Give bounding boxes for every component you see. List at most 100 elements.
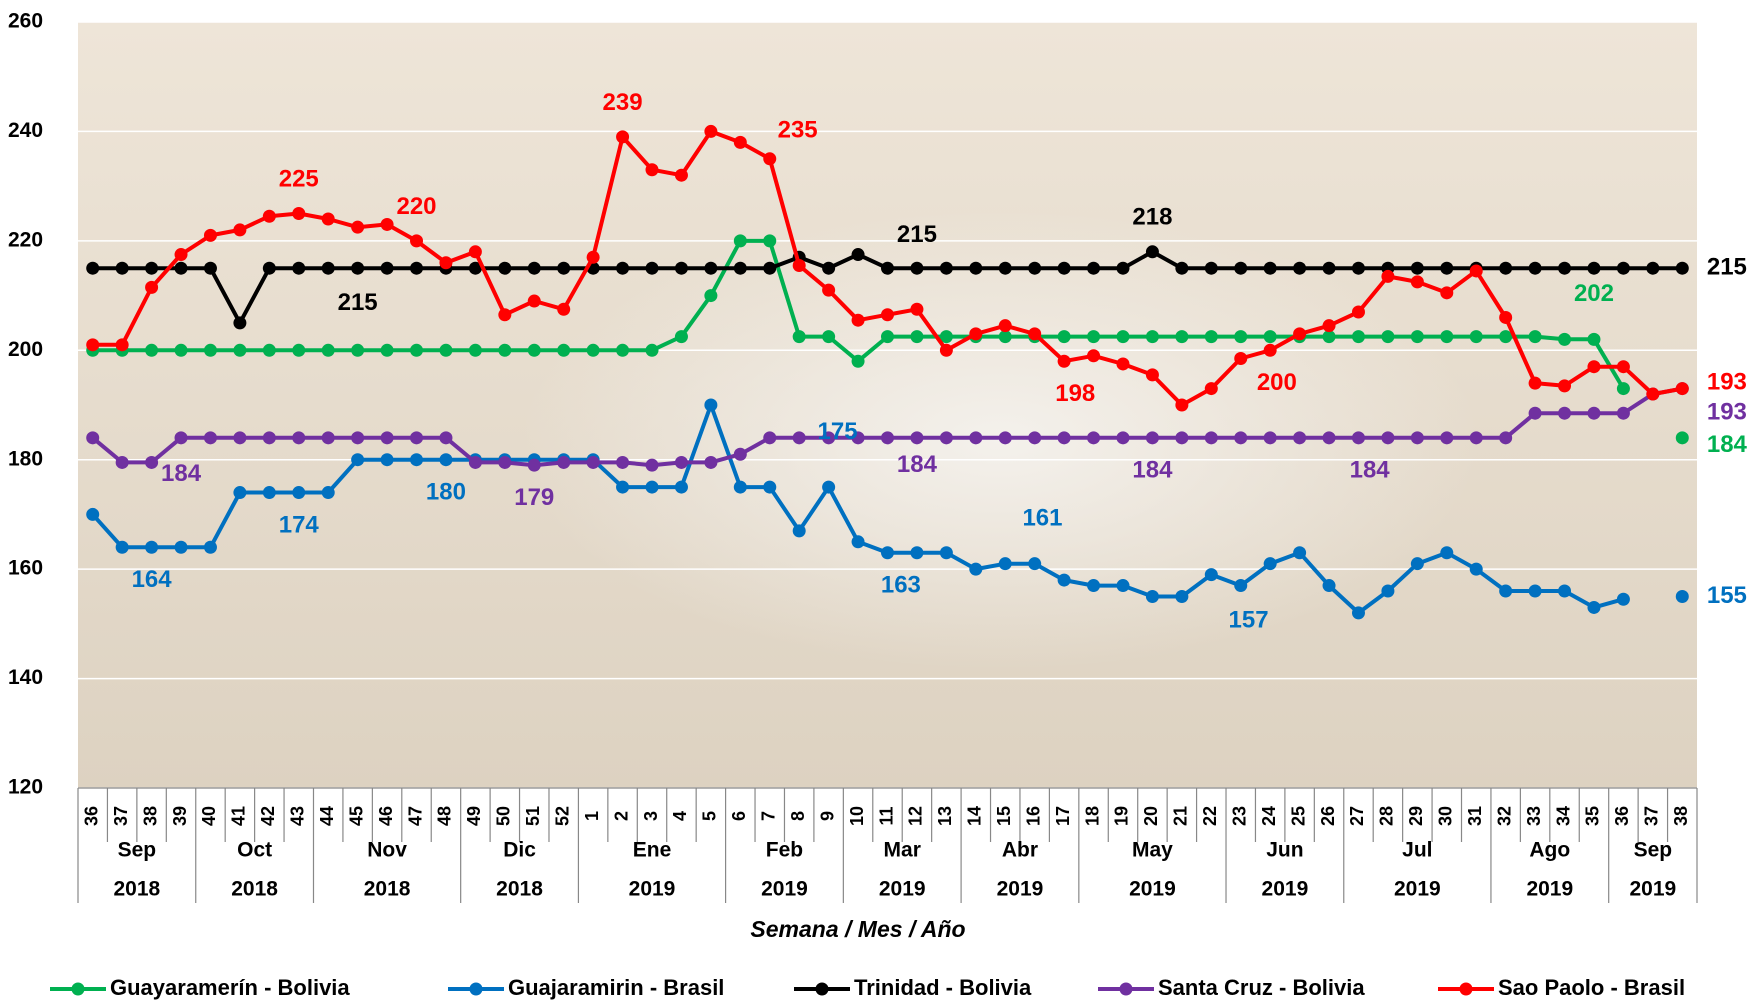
data-point [1558, 379, 1572, 393]
data-label: 225 [279, 165, 319, 192]
x-tick-label: 7 [759, 811, 779, 821]
x-tick-label: 36 [81, 806, 101, 826]
year-label: 2018 [114, 878, 161, 901]
year-label: 2018 [364, 878, 411, 901]
x-tick-label: 26 [1318, 806, 1338, 826]
x-tick-label: 36 [1612, 806, 1632, 826]
x-tick-label: 33 [1524, 806, 1544, 826]
data-point [1204, 568, 1218, 582]
data-point [1410, 261, 1424, 275]
legend-label: Santa Cruz - Bolivia [1158, 975, 1365, 1000]
data-label: 215 [1707, 254, 1747, 281]
data-point [1028, 327, 1042, 341]
data-point [380, 261, 394, 275]
data-point [145, 343, 159, 357]
data-point [498, 343, 512, 357]
y-tick-label: 200 [8, 338, 43, 361]
data-point [527, 261, 541, 275]
legend-marker [1119, 982, 1133, 996]
data-point [203, 343, 217, 357]
month-label: Feb [766, 839, 803, 862]
data-point [674, 330, 688, 344]
data-point [1322, 261, 1336, 275]
data-label: 184 [1707, 431, 1748, 458]
y-tick-label: 160 [8, 557, 43, 580]
data-point [733, 447, 747, 461]
year-label: 2018 [496, 878, 543, 901]
x-tick-label: 30 [1436, 806, 1456, 826]
data-point [380, 453, 394, 467]
y-tick-label: 180 [8, 447, 43, 470]
data-point [969, 562, 983, 576]
x-tick-label: 4 [670, 811, 690, 821]
data-label: 161 [1022, 504, 1062, 531]
data-point [733, 261, 747, 275]
month-label: Abr [1002, 839, 1038, 862]
x-tick-label: 19 [1112, 806, 1132, 826]
data-point [1410, 275, 1424, 289]
data-point [1234, 330, 1248, 344]
x-tick-label: 17 [1053, 806, 1073, 826]
x-tick-label: 35 [1583, 806, 1603, 826]
data-point [351, 220, 365, 234]
data-label: 157 [1229, 607, 1269, 634]
data-point [203, 261, 217, 275]
data-point [1175, 330, 1189, 344]
data-point [1234, 431, 1248, 445]
data-point [616, 455, 630, 469]
x-tick-label: 21 [1171, 806, 1191, 826]
data-point [321, 261, 335, 275]
data-point [145, 455, 159, 469]
x-tick-label: 13 [935, 806, 955, 826]
data-point [881, 431, 894, 445]
x-tick-label: 49 [464, 806, 484, 826]
month-label: Dic [503, 839, 536, 862]
data-point [1558, 261, 1572, 275]
data-point [822, 431, 836, 445]
data-point [1175, 261, 1189, 275]
data-point [1116, 431, 1130, 445]
x-tick-label: 31 [1465, 806, 1485, 826]
data-point [351, 431, 365, 445]
data-point [792, 258, 806, 272]
y-tick-label: 260 [8, 10, 43, 33]
data-point [1587, 261, 1601, 275]
data-point [557, 455, 571, 469]
year-label: 2018 [231, 878, 278, 901]
data-point [998, 557, 1012, 571]
data-point [351, 261, 365, 275]
legend-marker [1459, 982, 1473, 996]
data-point [557, 302, 571, 316]
data-label: 215 [897, 221, 937, 248]
x-tick-label: 47 [405, 806, 425, 826]
data-point [86, 507, 100, 521]
x-tick-label: 34 [1553, 806, 1573, 826]
data-point [527, 458, 541, 472]
data-point [1087, 349, 1101, 363]
data-point [998, 431, 1012, 445]
data-point [881, 261, 894, 275]
x-tick-label: 39 [170, 806, 190, 826]
data-point [262, 486, 276, 500]
data-point [851, 535, 865, 549]
data-point [1322, 431, 1336, 445]
data-point [1675, 261, 1689, 275]
x-tick-label: 37 [1642, 806, 1662, 826]
year-label: 2019 [997, 878, 1044, 901]
month-label: Mar [884, 839, 921, 862]
year-label: 2019 [1394, 878, 1441, 901]
data-point [704, 261, 718, 275]
data-point [1616, 382, 1630, 396]
data-point [881, 308, 894, 322]
data-point [1145, 245, 1159, 259]
x-tick-label: 28 [1377, 806, 1397, 826]
data-point [1175, 431, 1189, 445]
data-point [115, 338, 129, 352]
data-point [1204, 382, 1218, 396]
x-tick-label: 52 [552, 806, 572, 826]
data-point [321, 343, 335, 357]
data-label: 163 [881, 572, 921, 599]
data-point [1057, 330, 1071, 344]
